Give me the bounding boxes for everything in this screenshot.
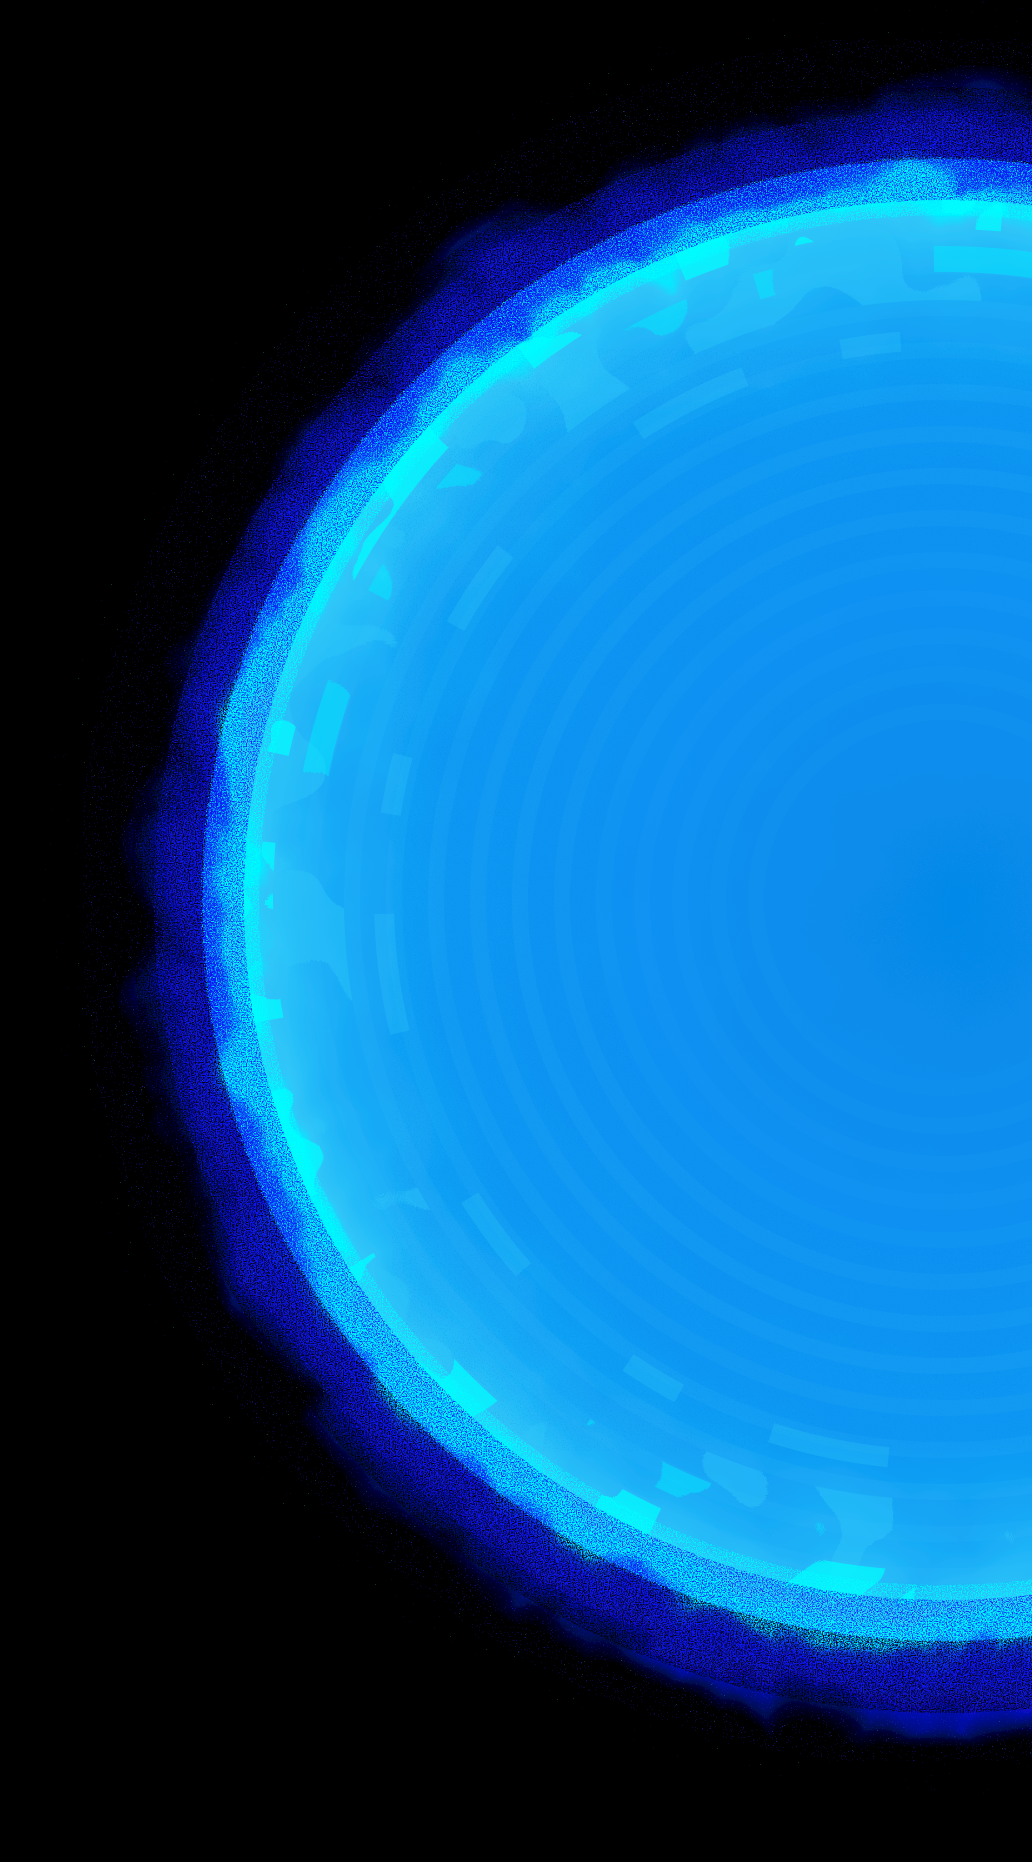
ripple-ring bbox=[672, 628, 1032, 1172]
ripple-ring bbox=[428, 384, 1032, 1416]
outer-dot-band-teal bbox=[49, 5, 1032, 1795]
ripple-ring bbox=[386, 342, 1032, 1458]
ripple-ring bbox=[554, 510, 1032, 1290]
ripple-ring bbox=[748, 704, 1032, 1096]
ripple-ring bbox=[512, 468, 1032, 1332]
light-blotch-band bbox=[224, 180, 1032, 1620]
cyan-arc-inner bbox=[373, 329, 1032, 1470]
grain-band bbox=[254, 210, 1032, 1590]
ripple-ring bbox=[596, 552, 1032, 1248]
ripple-ring bbox=[634, 590, 1032, 1210]
ripple-ring bbox=[470, 426, 1032, 1374]
cyan-arc-mid bbox=[290, 246, 1032, 1554]
ripple-ring bbox=[344, 300, 1032, 1500]
ripple-ring bbox=[710, 666, 1032, 1134]
